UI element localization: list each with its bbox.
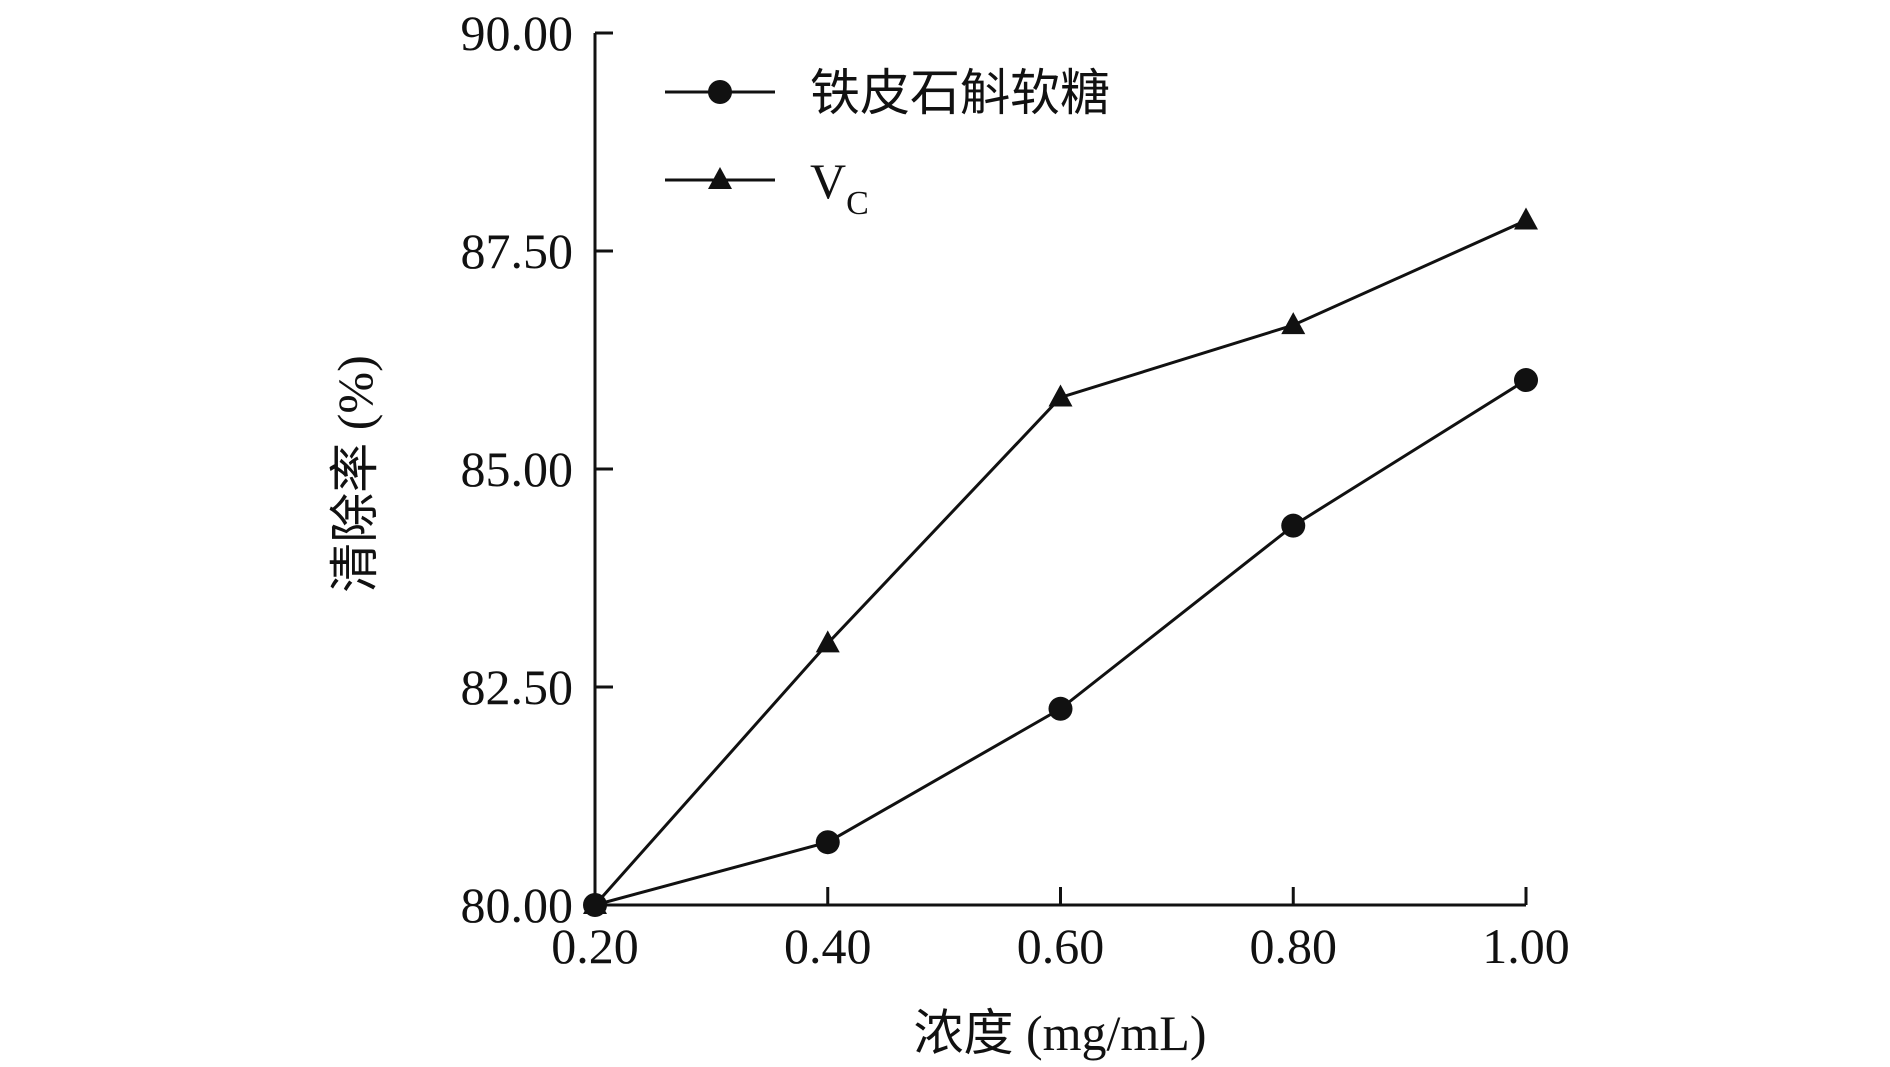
series-2-point (815, 630, 840, 653)
series-1 (583, 368, 1538, 917)
series-1-point (1281, 513, 1306, 538)
series-2-point (583, 892, 607, 914)
legend-marker-triangle (708, 167, 732, 189)
y-tick-label: 87.50 (461, 223, 574, 279)
x-tick-label: 0.40 (784, 918, 872, 974)
x-tick-label: 0.80 (1250, 918, 1338, 974)
y-tick-label: 85.00 (461, 441, 574, 497)
legend: 铁皮石斛软糖 VC (665, 65, 1110, 222)
y-axis-title: 清除率 (%) (327, 355, 383, 592)
series-layer (583, 207, 1538, 917)
series-2-point (1048, 384, 1073, 407)
y-tick-label: 80.00 (461, 877, 574, 933)
x-tick-label: 0.20 (551, 918, 639, 974)
series-1-point (1048, 696, 1073, 721)
x-ticks: 0.20 0.40 0.60 0.80 1.00 (551, 887, 1570, 974)
y-tick-label: 82.50 (461, 659, 574, 715)
legend-item-2: VC (665, 153, 869, 222)
legend-label-1: 铁皮石斛软糖 (810, 65, 1110, 121)
y-ticks: 80.00 82.50 85.00 87.50 90.00 (461, 5, 613, 933)
x-axis-title: 浓度 (mg/mL) (913, 1005, 1206, 1061)
series-1-point (1514, 368, 1538, 393)
legend-label-2-subscript: C (846, 185, 869, 222)
series-2-point (1281, 312, 1306, 335)
series-1-line (594, 378, 1527, 907)
series-1-point (815, 830, 840, 855)
x-tick-label: 0.60 (1017, 918, 1105, 974)
legend-label-2-main: V (810, 153, 846, 209)
y-tick-label: 90.00 (461, 5, 574, 61)
series-2-point (1514, 207, 1538, 230)
legend-item-1: 铁皮石斛软糖 (665, 65, 1110, 121)
legend-marker-circle (708, 80, 732, 104)
legend-label-2: VC (810, 153, 869, 222)
series-2-line (593, 219, 1527, 906)
x-tick-label: 1.00 (1482, 918, 1570, 974)
series-2 (583, 207, 1538, 914)
